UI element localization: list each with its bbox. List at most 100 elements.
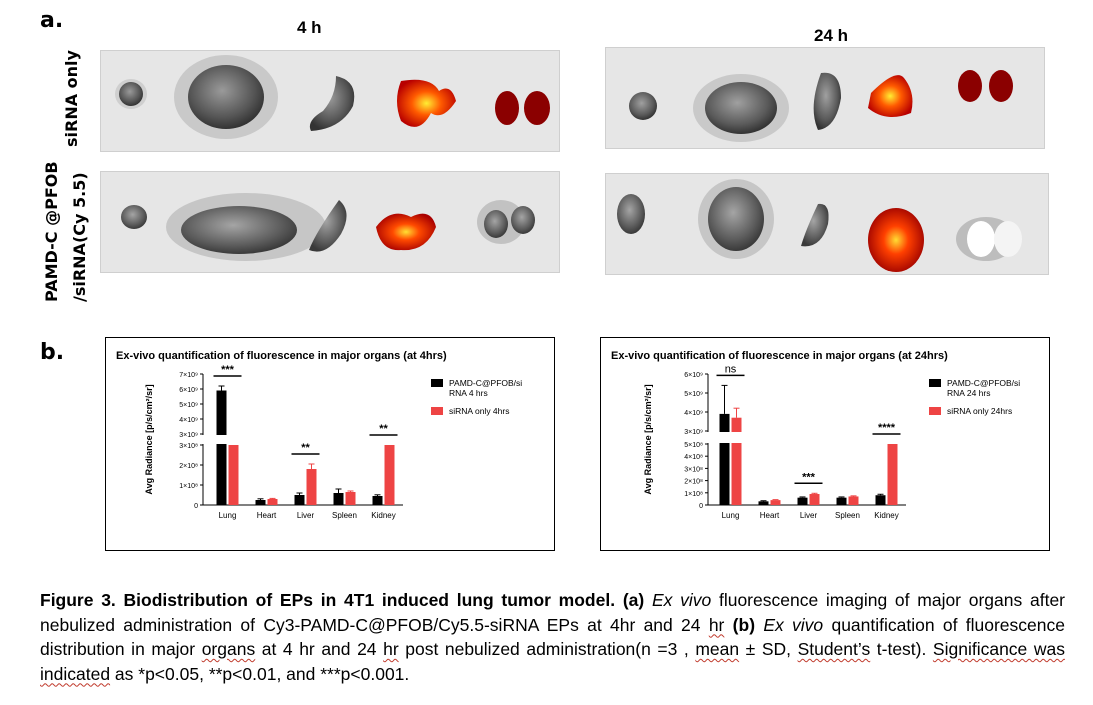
legend-label: PAMD-C@PFOB/si	[947, 378, 1020, 388]
organ-image-24h-pamd-drawing	[617, 179, 1022, 272]
y-tick-label-upper: 5×10⁹	[179, 402, 198, 409]
y-tick-label-upper: 5×10⁹	[684, 391, 703, 398]
organ-image-4h-sirna-only	[100, 50, 560, 152]
bar-pamd-kidney	[372, 496, 383, 505]
x-tick-label-kidney: Kidney	[874, 511, 898, 520]
x-tick-label-lung: Lung	[219, 511, 237, 520]
y-tick-label-lower: 2×10⁸	[179, 463, 198, 470]
legend-swatch	[929, 407, 941, 415]
y-tick-label-lower: 3×10⁸	[179, 443, 198, 450]
y-tick-label-lower: 0	[699, 503, 703, 510]
bar-sirna-heart	[770, 500, 781, 505]
organ-image-4h-pamd	[100, 171, 560, 273]
chart-4h: Ex-vivo quantification of fluorescence i…	[116, 350, 522, 520]
legend-swatch	[929, 379, 941, 387]
y-tick-label-upper: 6×10⁹	[684, 372, 703, 379]
chart-24h: Ex-vivo quantification of fluorescence i…	[611, 350, 1020, 520]
chart-4h-container: Ex-vivo quantification of fluorescence i…	[105, 337, 555, 551]
caption-ex-vivo-b: Ex vivo	[763, 614, 824, 635]
y-tick-label-lower: 4×10⁸	[684, 454, 703, 461]
bar-sirna-spleen	[345, 492, 356, 505]
caption-part-b-5: t-test).	[870, 639, 933, 659]
caption-hr-word-2: hr	[383, 639, 399, 659]
y-tick-label-lower: 1×10⁸	[684, 491, 703, 498]
y-tick-label-lower: 2×10⁸	[684, 479, 703, 486]
significance-label: ****	[878, 422, 896, 434]
caption-part-b-3: post nebulized administration(n =3 ,	[398, 639, 696, 659]
legend-label-line2: RNA 4 hrs	[449, 388, 488, 398]
caption-significance-phrase: Significance was indicated	[40, 639, 1065, 684]
bar-sirna-heart	[267, 499, 278, 505]
bar-sirna-lung	[228, 445, 239, 505]
y-tick-label-upper: 3×10⁹	[179, 432, 198, 439]
x-tick-label-heart: Heart	[760, 511, 780, 520]
caption-part-b-1: quantification of fluorescence distribut…	[40, 614, 1065, 660]
bar-pamd-spleen	[836, 497, 847, 505]
caption-students-word: Student’s	[797, 639, 871, 659]
significance-label: ***	[802, 471, 816, 483]
significance-label: ***	[221, 364, 235, 376]
y-tick-label-lower: 0	[194, 503, 198, 510]
bar-pamd-heart	[758, 501, 769, 505]
panel-b-letter: b.	[40, 340, 65, 365]
y-tick-label-upper: 4×10⁹	[684, 410, 703, 417]
caption-part-a-1: fluorescence imaging of major organs aft…	[40, 590, 1065, 635]
caption-figure-label: Figure 3. Biodistribution of EPs in 4T1 …	[40, 590, 616, 610]
caption-b-tag: (b)	[732, 614, 756, 635]
organ-image-4h-sirna-only-drawing	[115, 55, 550, 139]
time-label-24h: 24 h	[814, 26, 849, 45]
organ-image-24h-sirna-only	[605, 47, 1045, 149]
panel-a-letter: a.	[40, 8, 64, 33]
chart-title: Ex-vivo quantification of fluorescence i…	[116, 350, 447, 362]
y-tick-label-lower: 3×10⁸	[684, 466, 703, 473]
time-label-4h: 4 h	[297, 18, 322, 37]
legend-swatch	[431, 379, 443, 387]
legend-label-line2: RNA 24 hrs	[947, 388, 990, 398]
bar-pamd-heart	[255, 500, 266, 505]
legend-swatch	[431, 407, 443, 415]
bar-sirna-kidney	[384, 445, 395, 505]
bar-pamd-lung	[216, 390, 227, 505]
caption-part-b-4: ± SD,	[739, 639, 798, 659]
row-label-pamd-line1: PAMD-C @PFOB	[42, 161, 61, 302]
legend-label: siRNA only 24hrs	[947, 406, 1012, 416]
y-tick-label-upper: 7×10⁹	[179, 372, 198, 379]
caption-a-tag: (a)	[622, 590, 645, 610]
caption-mean-word: mean	[695, 639, 740, 659]
bar-pamd-kidney	[875, 495, 886, 505]
bar-sirna-liver	[809, 494, 820, 505]
y-tick-label-upper: 4×10⁹	[179, 417, 198, 424]
chart-24h-container: Ex-vivo quantification of fluorescence i…	[600, 337, 1050, 551]
bar-pamd-lung	[719, 413, 730, 505]
y-tick-label-upper: 6×10⁹	[179, 387, 198, 394]
significance-label: **	[301, 442, 310, 454]
bar-sirna-lung	[731, 417, 742, 505]
x-tick-label-lung: Lung	[722, 511, 740, 520]
chart-title: Ex-vivo quantification of fluorescence i…	[611, 350, 948, 362]
x-tick-label-liver: Liver	[800, 511, 818, 520]
bar-pamd-liver	[797, 497, 808, 505]
x-tick-label-spleen: Spleen	[835, 511, 860, 520]
significance-label: ns	[725, 363, 737, 375]
organ-image-4h-pamd-drawing	[121, 193, 535, 261]
bar-pamd-liver	[294, 495, 305, 505]
axis-break-gap	[199, 435, 403, 444]
y-tick-label-upper: 3×10⁹	[684, 429, 703, 436]
caption-organs-word: organs	[201, 639, 256, 659]
legend-label: siRNA only 4hrs	[449, 406, 509, 416]
legend-label: PAMD-C@PFOB/si	[449, 378, 522, 388]
organ-image-24h-pamd	[605, 173, 1049, 275]
x-tick-label-kidney: Kidney	[371, 511, 395, 520]
y-tick-label-lower: 1×10⁸	[179, 483, 198, 490]
bar-sirna-kidney	[887, 444, 898, 505]
x-tick-label-liver: Liver	[297, 511, 315, 520]
figure-caption: Figure 3. Biodistribution of EPs in 4T1 …	[40, 588, 1065, 686]
organ-image-24h-sirna-only-drawing	[629, 70, 1013, 142]
y-tick-label-lower: 5×10⁸	[684, 442, 703, 449]
y-axis-label: Avg Radiance [p/s/cm²/sr]	[144, 384, 154, 494]
x-tick-label-heart: Heart	[257, 511, 277, 520]
bar-sirna-spleen	[848, 496, 859, 505]
caption-part-b-2: at 4 hr and 24	[255, 639, 384, 659]
row-label-pamd-line2: /siRNA(Cy 5.5)	[70, 172, 89, 302]
significance-label: **	[379, 423, 388, 435]
